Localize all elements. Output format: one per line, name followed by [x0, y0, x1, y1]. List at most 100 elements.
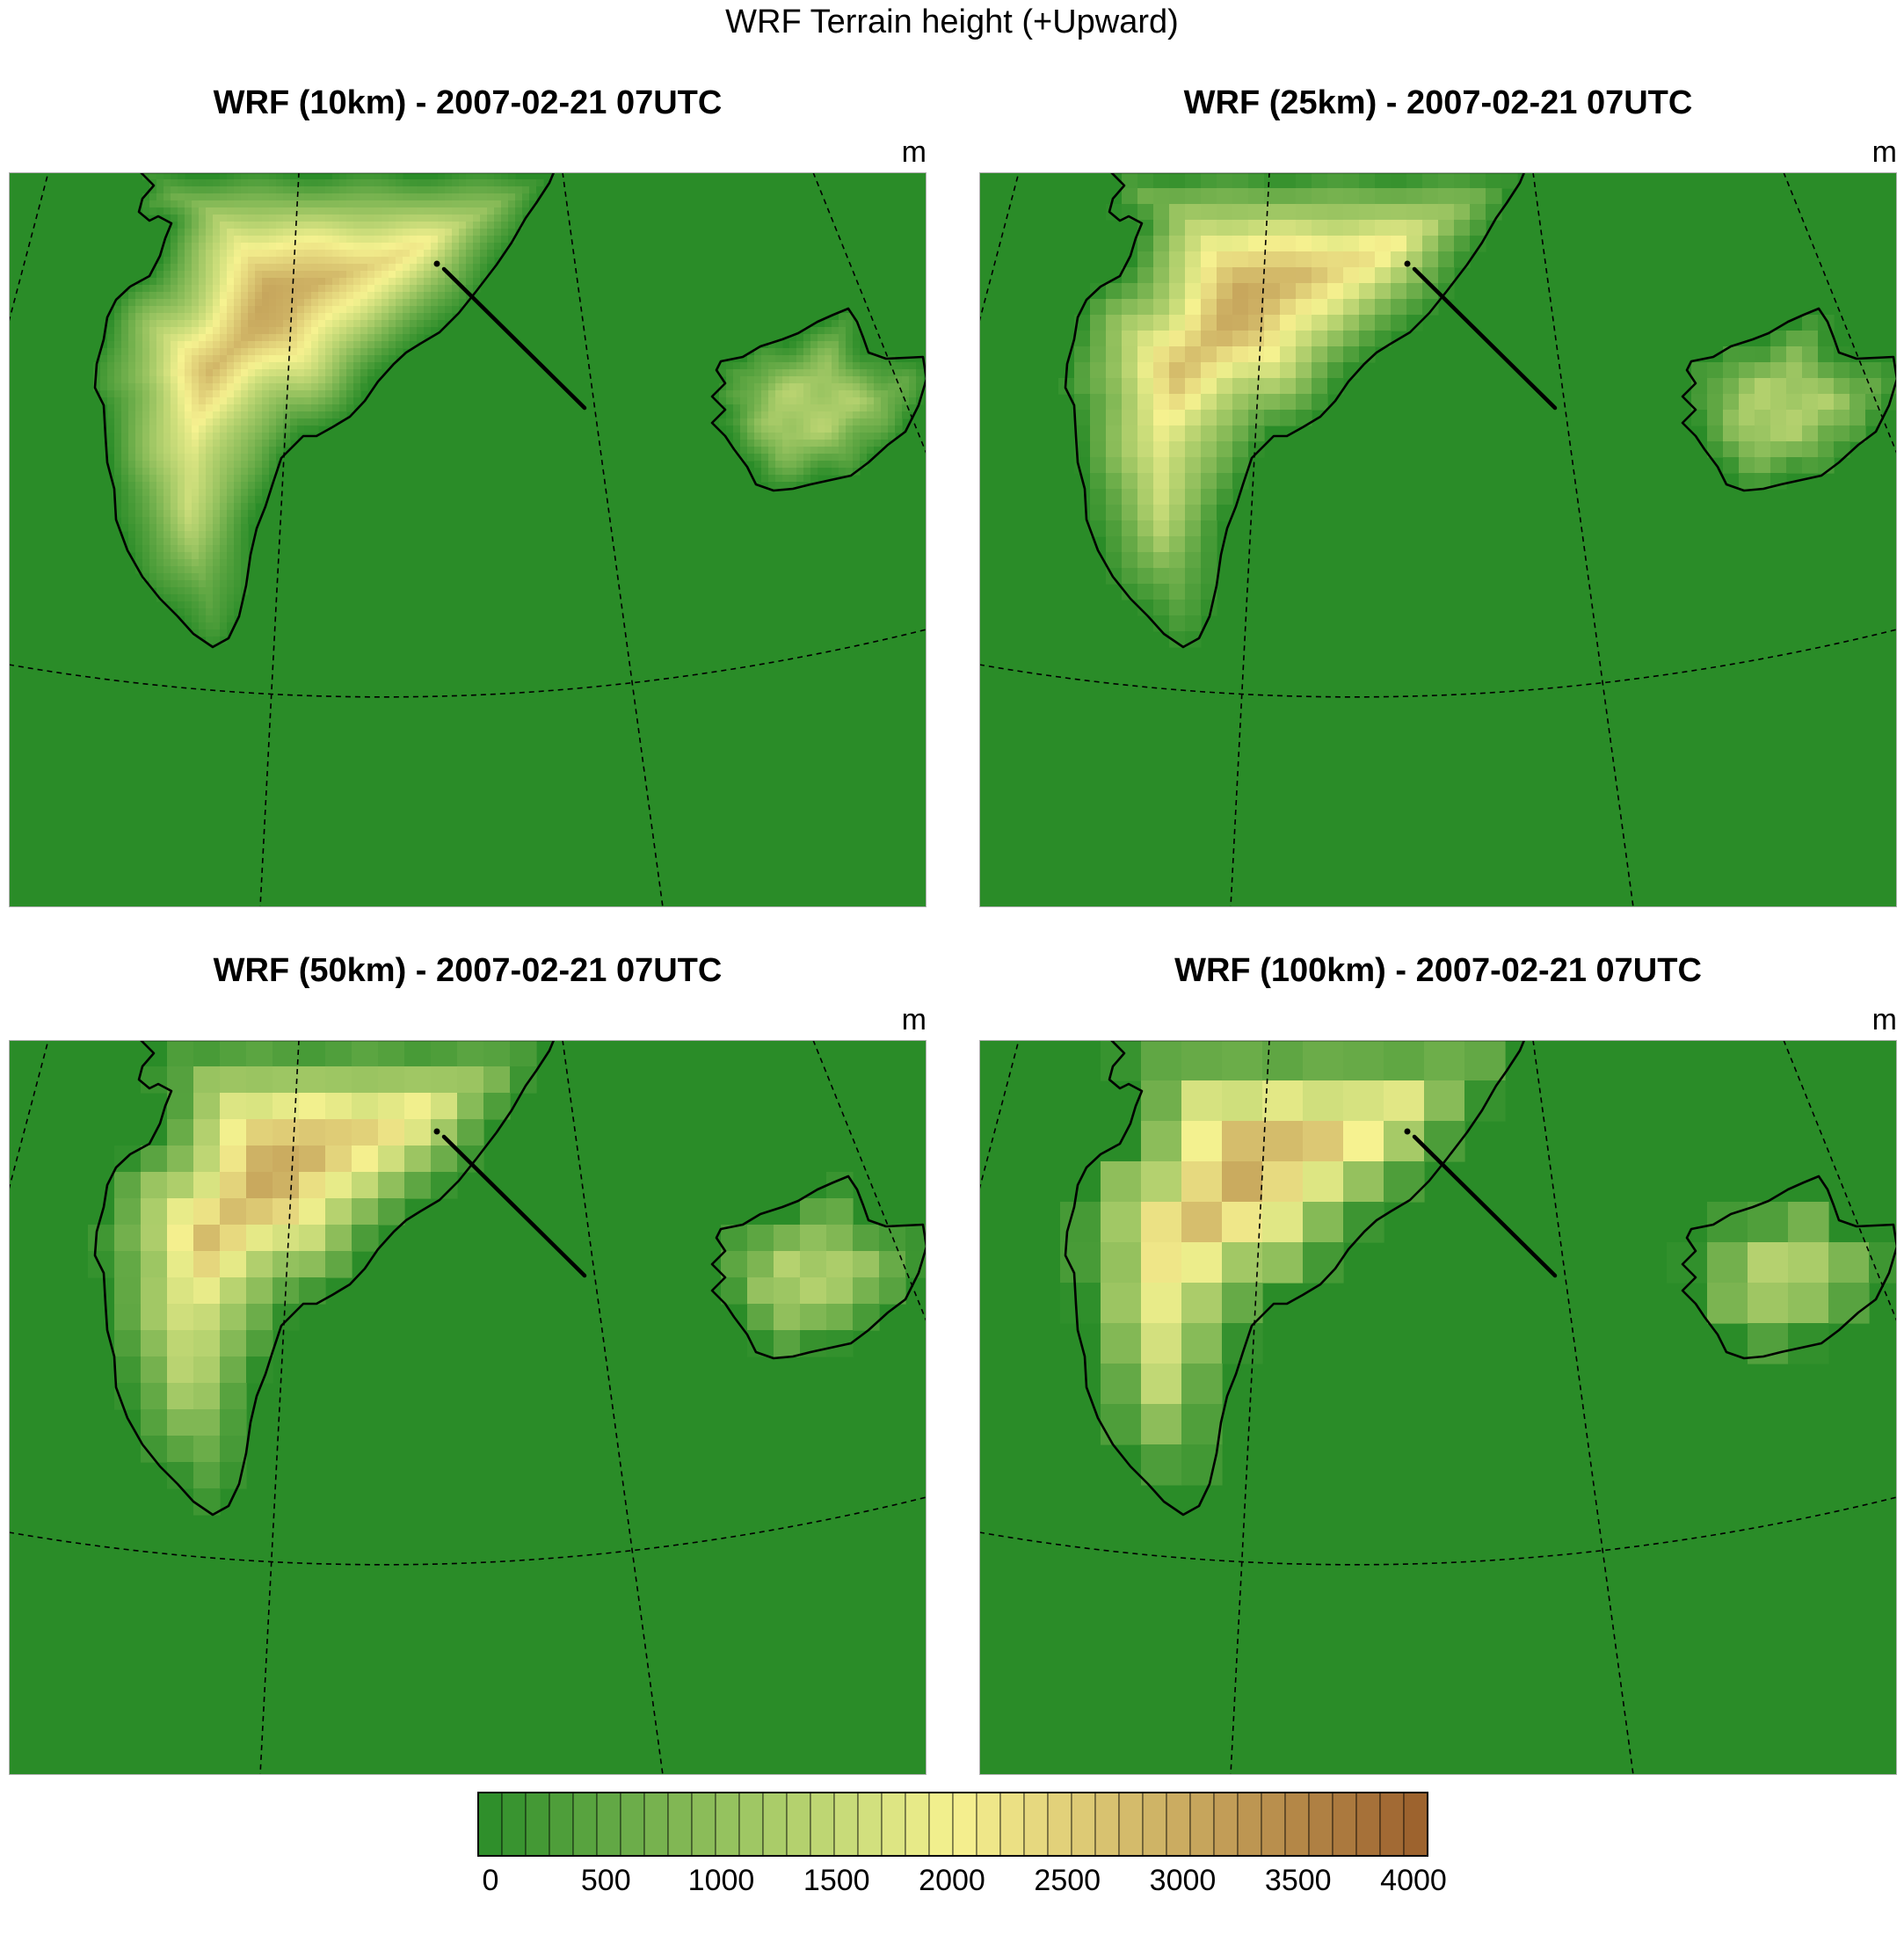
- terrain-cell: [248, 489, 256, 497]
- terrain-cell: [276, 447, 284, 455]
- terrain-cell: [213, 278, 221, 286]
- terrain-cell: [167, 1409, 194, 1436]
- terrain-cell: [220, 1436, 247, 1463]
- terrain-cell: [220, 629, 228, 637]
- terrain-cell: [227, 292, 235, 300]
- terrain-cell: [1359, 283, 1376, 300]
- terrain-cell: [360, 200, 368, 208]
- terrain-cell: [782, 418, 790, 426]
- terrain-cell: [269, 440, 277, 447]
- terrain-cell: [213, 622, 221, 630]
- terrain-cell: [234, 299, 242, 307]
- terrain-cell: [1217, 505, 1233, 521]
- terrain-cell: [311, 334, 319, 342]
- terrain-cell: [199, 622, 207, 630]
- terrain-cell: [241, 257, 249, 265]
- terrain-cell: [213, 250, 221, 258]
- terrain-cell: [283, 299, 291, 307]
- terrain-cell: [255, 236, 263, 244]
- terrain-cell: [262, 285, 270, 293]
- terrain-cell: [262, 250, 270, 258]
- terrain-cell: [796, 454, 804, 462]
- terrain-cell: [860, 383, 868, 391]
- terrain-cell: [325, 292, 333, 300]
- terrain-cell: [353, 215, 361, 222]
- terrain-cell: [283, 250, 291, 258]
- terrain-cell: [396, 193, 403, 201]
- terrain-cell: [114, 440, 122, 447]
- terrain-cell: [283, 278, 291, 286]
- terrain-cell: [220, 200, 228, 208]
- terrain-cell: [424, 243, 432, 251]
- terrain-cell: [888, 425, 896, 433]
- terrain-cell: [241, 215, 249, 222]
- terrain-cell: [1185, 346, 1202, 363]
- terrain-cell: [290, 215, 298, 222]
- terrain-cell: [283, 383, 291, 391]
- terrain-cell: [220, 538, 228, 546]
- terrain-cell: [156, 271, 164, 279]
- terrain-cell: [473, 278, 481, 286]
- terrain-cell: [832, 369, 839, 377]
- terrain-cell: [1222, 1202, 1263, 1243]
- terrain-cell: [276, 433, 284, 440]
- terrain-cell: [220, 454, 228, 462]
- terrain-cell: [269, 461, 277, 469]
- terrain-cell: [192, 559, 200, 567]
- terrain-cell: [826, 1304, 854, 1331]
- terrain-cell: [178, 566, 185, 574]
- terrain-cell: [832, 425, 839, 433]
- terrain-cell: [473, 236, 481, 244]
- terrain-cell: [473, 222, 481, 229]
- terrain-cell: [501, 207, 509, 215]
- terrain-cell: [1280, 315, 1297, 331]
- graticule-line: [259, 1040, 300, 1775]
- terrain-cell: [1153, 410, 1170, 426]
- terrain-cell: [1201, 425, 1217, 442]
- terrain-cell: [290, 390, 298, 398]
- terrain-cell: [747, 390, 755, 398]
- terrain-cell: [339, 257, 347, 265]
- terrain-cell: [234, 215, 242, 222]
- terrain-cell: [874, 418, 882, 426]
- terrain-cell: [431, 229, 439, 236]
- terrain-cell: [276, 229, 284, 236]
- terrain-cell: [1185, 220, 1202, 236]
- terrain-cell: [867, 404, 875, 412]
- terrain-cell: [332, 172, 340, 180]
- terrain-cell: [199, 390, 207, 398]
- terrain-cell: [1454, 188, 1471, 205]
- terrain-cell: [796, 475, 804, 483]
- terrain-cell: [192, 236, 200, 244]
- terrain-cell: [1470, 236, 1486, 252]
- terrain-cell: [782, 440, 790, 447]
- terrain-cell: [234, 552, 242, 560]
- terrain-cell: [248, 418, 256, 426]
- terrain-cell: [241, 531, 249, 539]
- terrain-cell: [325, 362, 333, 370]
- terrain-cell: [860, 348, 868, 356]
- terrain-cell: [332, 362, 340, 370]
- terrain-cell: [1707, 1202, 1748, 1243]
- terrain-cell: [1185, 425, 1202, 442]
- terrain-cell: [1137, 378, 1154, 395]
- terrain-cell: [1169, 315, 1186, 331]
- terrain-cell: [761, 348, 769, 356]
- terrain-cell: [234, 461, 242, 469]
- terrain-cell: [1454, 204, 1471, 221]
- terrain-cell: [192, 425, 200, 433]
- terrain-cell: [128, 440, 136, 447]
- terrain-cell: [1232, 425, 1249, 442]
- terrain-cell: [853, 348, 861, 356]
- terrain-cell: [332, 376, 340, 384]
- terrain-cell: [1849, 394, 1866, 411]
- terrain-cell: [782, 425, 790, 433]
- terrain-cell: [346, 207, 354, 215]
- terrain-cell: [1280, 188, 1297, 205]
- terrain-cell: [916, 376, 924, 384]
- terrain-cell: [171, 193, 178, 201]
- terrain-cell: [774, 1225, 801, 1252]
- terrain-cell: [135, 292, 143, 300]
- terrain-cell: [167, 1462, 194, 1489]
- terrain-cell: [142, 285, 150, 293]
